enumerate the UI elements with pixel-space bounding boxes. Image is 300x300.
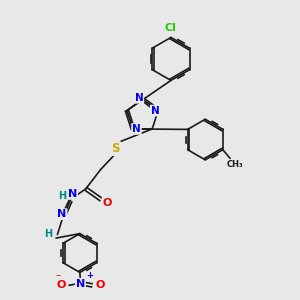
Text: CH₃: CH₃ <box>227 160 244 169</box>
Text: +: + <box>86 271 94 280</box>
Text: S: S <box>111 142 120 155</box>
Text: N: N <box>76 279 85 289</box>
Text: N: N <box>135 93 143 103</box>
Text: N: N <box>132 124 141 134</box>
Text: O: O <box>56 280 65 290</box>
Text: N: N <box>68 189 77 199</box>
Text: Cl: Cl <box>165 23 177 33</box>
Text: H: H <box>58 191 67 201</box>
Text: ⁻: ⁻ <box>56 273 61 283</box>
Text: N: N <box>57 209 67 219</box>
Text: O: O <box>95 280 105 290</box>
Text: N: N <box>151 106 160 116</box>
Text: O: O <box>103 198 112 208</box>
Text: H: H <box>44 229 52 238</box>
